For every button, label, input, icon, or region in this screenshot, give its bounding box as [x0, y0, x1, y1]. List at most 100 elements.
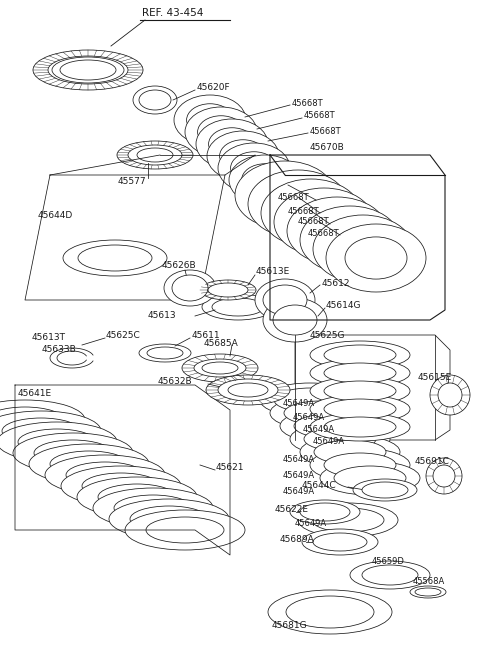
- Ellipse shape: [310, 341, 410, 369]
- Ellipse shape: [263, 298, 327, 342]
- Ellipse shape: [13, 433, 133, 473]
- Ellipse shape: [61, 466, 181, 506]
- Text: 45626B: 45626B: [162, 261, 197, 271]
- Text: 45668T: 45668T: [278, 193, 310, 203]
- Ellipse shape: [254, 174, 316, 216]
- Text: 45620F: 45620F: [197, 84, 230, 92]
- Ellipse shape: [284, 401, 356, 425]
- Ellipse shape: [128, 145, 182, 165]
- Text: 45625C: 45625C: [106, 331, 141, 339]
- Ellipse shape: [50, 451, 128, 477]
- Ellipse shape: [45, 455, 165, 495]
- Ellipse shape: [125, 510, 245, 550]
- Ellipse shape: [33, 50, 143, 90]
- Ellipse shape: [264, 187, 311, 220]
- Text: 45622E: 45622E: [275, 504, 309, 513]
- Ellipse shape: [164, 270, 216, 306]
- Ellipse shape: [286, 596, 374, 628]
- Ellipse shape: [139, 344, 191, 362]
- Ellipse shape: [212, 298, 264, 316]
- Ellipse shape: [300, 435, 400, 469]
- Text: 45649A: 45649A: [313, 438, 345, 447]
- Text: 45668T: 45668T: [308, 228, 340, 238]
- Ellipse shape: [324, 345, 396, 365]
- Text: 45568A: 45568A: [413, 576, 445, 585]
- Ellipse shape: [219, 140, 266, 172]
- Ellipse shape: [196, 119, 268, 169]
- Ellipse shape: [48, 56, 128, 84]
- Text: 45612: 45612: [322, 279, 350, 288]
- Ellipse shape: [313, 215, 413, 283]
- Ellipse shape: [174, 95, 246, 145]
- Ellipse shape: [55, 58, 121, 82]
- Ellipse shape: [82, 473, 160, 499]
- Ellipse shape: [133, 86, 177, 114]
- Text: 45615E: 45615E: [418, 374, 452, 383]
- Ellipse shape: [298, 503, 398, 537]
- Ellipse shape: [430, 375, 470, 415]
- Ellipse shape: [194, 359, 246, 377]
- Text: 45613T: 45613T: [32, 333, 66, 343]
- Ellipse shape: [362, 482, 408, 498]
- Text: 45668T: 45668T: [304, 112, 336, 121]
- Ellipse shape: [63, 240, 167, 276]
- Ellipse shape: [78, 67, 98, 73]
- Text: 45621: 45621: [216, 463, 244, 473]
- Ellipse shape: [218, 143, 290, 193]
- Ellipse shape: [410, 586, 446, 598]
- Ellipse shape: [426, 458, 462, 494]
- Ellipse shape: [273, 305, 317, 335]
- Ellipse shape: [0, 422, 117, 462]
- Ellipse shape: [310, 359, 410, 387]
- Text: 45689A: 45689A: [280, 535, 315, 543]
- Ellipse shape: [66, 462, 144, 488]
- Ellipse shape: [200, 280, 256, 300]
- Ellipse shape: [294, 414, 366, 438]
- Ellipse shape: [300, 503, 350, 521]
- Ellipse shape: [209, 128, 255, 160]
- Ellipse shape: [93, 488, 213, 528]
- Text: 45659D: 45659D: [372, 558, 405, 566]
- Ellipse shape: [274, 388, 346, 412]
- Ellipse shape: [324, 453, 396, 477]
- Ellipse shape: [117, 141, 193, 169]
- Ellipse shape: [324, 381, 396, 401]
- Ellipse shape: [139, 90, 171, 110]
- Ellipse shape: [0, 400, 85, 440]
- Text: 45641E: 45641E: [18, 389, 52, 397]
- Ellipse shape: [2, 418, 80, 444]
- Text: 45625G: 45625G: [310, 331, 346, 341]
- Ellipse shape: [130, 506, 208, 532]
- Ellipse shape: [172, 275, 208, 301]
- Ellipse shape: [313, 533, 367, 551]
- Ellipse shape: [78, 245, 152, 271]
- Ellipse shape: [29, 444, 149, 484]
- Ellipse shape: [319, 219, 381, 261]
- Ellipse shape: [332, 228, 394, 270]
- Ellipse shape: [290, 500, 360, 524]
- Ellipse shape: [248, 170, 348, 238]
- Ellipse shape: [255, 279, 315, 321]
- Text: 45691C: 45691C: [415, 457, 450, 465]
- Text: 45613: 45613: [148, 310, 177, 319]
- Text: 45611: 45611: [192, 331, 221, 341]
- Ellipse shape: [77, 477, 197, 517]
- Text: 45613E: 45613E: [256, 267, 290, 277]
- Text: 45685A: 45685A: [204, 339, 239, 348]
- Ellipse shape: [109, 499, 229, 539]
- Text: 45668T: 45668T: [292, 98, 324, 108]
- Ellipse shape: [64, 61, 112, 79]
- Ellipse shape: [235, 161, 335, 229]
- Ellipse shape: [324, 417, 396, 437]
- Ellipse shape: [280, 192, 342, 234]
- Ellipse shape: [350, 561, 430, 589]
- Ellipse shape: [137, 148, 173, 162]
- Ellipse shape: [230, 152, 277, 184]
- Ellipse shape: [218, 379, 278, 401]
- Text: 45649A: 45649A: [283, 399, 315, 409]
- Ellipse shape: [147, 347, 183, 359]
- Ellipse shape: [0, 411, 101, 451]
- Ellipse shape: [18, 429, 96, 455]
- Ellipse shape: [185, 107, 257, 157]
- Ellipse shape: [353, 479, 417, 501]
